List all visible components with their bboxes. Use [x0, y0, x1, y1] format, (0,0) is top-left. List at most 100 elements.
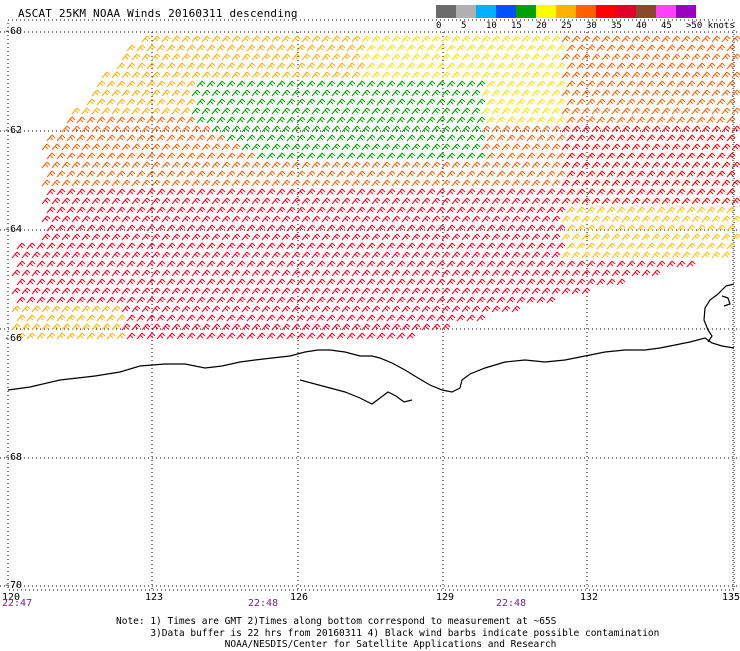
wind-barb	[321, 53, 331, 61]
wind-barb	[266, 80, 276, 88]
wind-barb	[321, 89, 331, 97]
wind-barb	[576, 44, 586, 52]
wind-barb	[566, 206, 576, 214]
wind-barb	[621, 269, 631, 277]
wind-barb	[351, 53, 361, 61]
wind-barb	[446, 314, 456, 322]
wind-barb	[276, 134, 286, 142]
wind-barb	[101, 233, 111, 241]
wind-barb	[511, 179, 521, 187]
wind-barb	[556, 134, 566, 142]
wind-barb	[206, 188, 216, 196]
wind-barb	[506, 278, 516, 286]
wind-barb	[251, 305, 261, 313]
wind-barb	[166, 134, 176, 142]
wind-barb	[446, 62, 456, 70]
wind-barb	[691, 179, 701, 187]
wind-barb	[81, 251, 91, 259]
wind-barb	[481, 287, 491, 295]
wind-barb	[681, 233, 691, 241]
wind-barb	[251, 233, 261, 241]
wind-barb	[51, 305, 61, 313]
wind-barb	[656, 98, 666, 106]
wind-barb	[171, 233, 181, 241]
wind-barb	[471, 161, 481, 169]
wind-barb	[576, 152, 586, 160]
wind-barb	[186, 314, 196, 322]
wind-barb	[676, 62, 686, 70]
wind-barb	[561, 89, 571, 97]
wind-barb	[131, 197, 141, 205]
wind-barb	[206, 278, 216, 286]
wind-barb	[601, 71, 611, 79]
wind-barb	[296, 242, 306, 250]
wind-barb	[76, 332, 86, 340]
wind-barb	[656, 152, 666, 160]
wind-barb	[136, 296, 146, 304]
wind-barb	[271, 215, 281, 223]
wind-barb	[536, 98, 546, 106]
wind-barb	[116, 206, 126, 214]
wind-barb	[296, 296, 306, 304]
wind-barb	[306, 296, 316, 304]
wind-barb	[86, 116, 96, 124]
wind-barb	[101, 107, 111, 115]
wind-barb	[461, 53, 471, 61]
wind-barb	[276, 314, 286, 322]
wind-barb	[111, 107, 121, 115]
wind-barb	[191, 215, 201, 223]
wind-barb	[531, 107, 541, 115]
wind-barb	[361, 233, 371, 241]
wind-barb	[276, 188, 286, 196]
wind-barb	[16, 314, 26, 322]
wind-barb	[501, 53, 511, 61]
wind-barb	[636, 98, 646, 106]
wind-barb	[451, 53, 461, 61]
wind-barb	[346, 260, 356, 268]
wind-barb	[646, 170, 656, 178]
wind-barb	[576, 278, 586, 286]
wind-barb	[676, 242, 686, 250]
wind-barb	[626, 116, 636, 124]
wind-barb	[231, 107, 241, 115]
wind-barb	[76, 314, 86, 322]
wind-barb	[676, 116, 686, 124]
wind-barb	[241, 323, 251, 331]
wind-barb	[661, 215, 671, 223]
wind-barb	[321, 269, 331, 277]
wind-barb	[446, 242, 456, 250]
wind-barb	[216, 206, 226, 214]
wind-barb	[591, 143, 601, 151]
wind-barb	[216, 242, 226, 250]
wind-barb	[31, 287, 41, 295]
wind-barb	[531, 179, 541, 187]
wind-barb	[396, 44, 406, 52]
wind-barb	[306, 224, 316, 232]
wind-barb	[596, 278, 606, 286]
wind-barb	[491, 179, 501, 187]
wind-barb	[291, 305, 301, 313]
wind-barb	[301, 197, 311, 205]
wind-barb	[176, 116, 186, 124]
wind-barb	[656, 80, 666, 88]
wind-barb	[626, 206, 636, 214]
wind-barb	[316, 332, 326, 340]
wind-barb	[176, 44, 186, 52]
wind-barb	[666, 152, 676, 160]
wind-barb	[231, 197, 241, 205]
wind-barb	[406, 116, 416, 124]
wind-barb	[291, 197, 301, 205]
wind-barb	[216, 134, 226, 142]
wind-barb	[401, 269, 411, 277]
wind-barb	[296, 152, 306, 160]
wind-barb	[391, 269, 401, 277]
wind-barb	[71, 107, 81, 115]
wind-barb	[306, 98, 316, 106]
wind-barb	[306, 134, 316, 142]
wind-barb	[211, 305, 221, 313]
wind-barb	[436, 278, 446, 286]
wind-barb	[206, 152, 216, 160]
wind-barb	[611, 107, 621, 115]
wind-barb	[636, 80, 646, 88]
wind-barb	[431, 35, 441, 43]
